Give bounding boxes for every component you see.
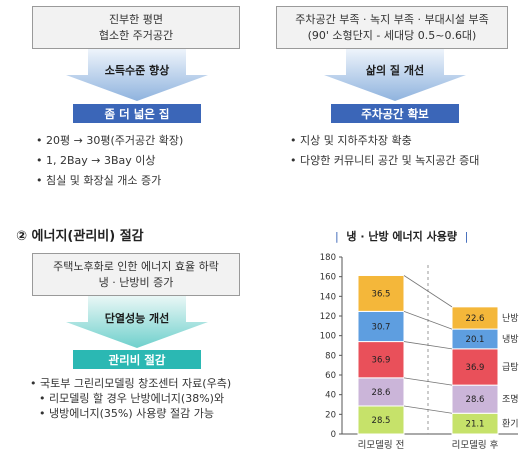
bar-segment: [451, 384, 499, 414]
energy-result-bar: 관리비 절감: [73, 350, 201, 369]
y-tick-label: 20: [325, 410, 336, 420]
category-label: 리모델링 전: [358, 439, 405, 451]
energy-note: 국토부 그린리모델링 창조센터 자료(우측) 리모델링 할 경우 난방에너지(3…: [30, 376, 231, 421]
legend-label: 환기: [502, 418, 519, 430]
energy-note-line-2: 리모델링 할 경우 난방에너지(38%)와: [30, 391, 231, 406]
category-label: 리모델링 후: [452, 439, 499, 451]
data-label: 36.5: [372, 289, 391, 299]
energy-section-title: ② 에너지(관리비) 절감: [16, 229, 144, 244]
housing-arrow: [66, 49, 208, 101]
connector-line: [403, 275, 453, 308]
y-tick-label: 60: [325, 371, 336, 381]
legend-label: 난방: [502, 313, 519, 324]
data-label: 36.9: [466, 363, 485, 373]
housing-problem-line-2: 협소한 주거공간: [98, 28, 174, 42]
list-item: 침실 및 화장실 개소 증가: [36, 171, 183, 191]
energy-problem-line-1: 주택노후화로 인한 에너지 효율 하락: [53, 259, 219, 273]
housing-problem-line-1: 진부한 평면: [108, 12, 164, 26]
legend-label: 조명: [502, 394, 519, 405]
bar-segment: [357, 274, 405, 312]
bar-segment: [451, 306, 499, 330]
parking-problem-line-1: 주차공간 부족 · 녹지 부족 · 부대시설 부족: [295, 12, 489, 26]
parking-arrow: [324, 49, 466, 101]
energy-problem-box: 주택노후화로 인한 에너지 효율 하락 냉 · 난방비 증가: [32, 253, 240, 296]
parking-arrow-label: 삶의 질 개선: [365, 64, 425, 77]
energy-arrow: [66, 296, 208, 348]
data-label: 21.1: [466, 420, 485, 430]
data-label: 30.7: [372, 322, 391, 332]
y-tick-label: 80: [325, 351, 336, 361]
y-tick-label: 120: [320, 312, 336, 322]
y-tick-label: 40: [325, 391, 336, 401]
connector-line: [403, 405, 453, 414]
legend-label: 급탕: [502, 362, 519, 373]
y-tick-label: 160: [320, 273, 336, 283]
list-item: 지상 및 지하주차장 확충: [290, 131, 479, 151]
energy-note-line-1: 국토부 그린리모델링 창조센터 자료(우측): [30, 376, 231, 391]
housing-arrow-label: 소득수준 향상: [104, 64, 170, 77]
list-item: 20평 → 30평(주거공간 확장): [36, 131, 183, 151]
list-item: 1, 2Bay → 3Bay 이상: [36, 151, 183, 171]
data-label: 28.6: [466, 395, 485, 405]
data-label: 28.5: [372, 416, 391, 426]
housing-problem-box: 진부한 평면 협소한 주거공간: [32, 6, 240, 49]
bar-segment: [357, 310, 405, 343]
list-item: 다양한 커뮤니티 공간 및 녹지공간 증대: [290, 151, 479, 171]
connector-line: [403, 377, 453, 386]
data-label: 20.1: [466, 335, 485, 345]
data-label: 22.6: [466, 314, 485, 324]
energy-note-line-3: 냉방에너지(35%) 사용량 절감 가능: [30, 406, 231, 421]
parking-problem-line-2: (90' 소형단지 - 세대당 0.5~0.6대): [307, 28, 477, 42]
energy-chart: 0 20 40 60 80 100 120 140 160 180 28.5 28.6 36.9 30.7…: [320, 253, 519, 451]
housing-bullet-list: 20평 → 30평(주거공간 확장) 1, 2Bay → 3Bay 이상 침실 …: [36, 131, 183, 191]
data-label: 36.9: [372, 356, 391, 366]
chart-title-text: 냉 · 난방 에너지 사용량: [346, 230, 457, 243]
parking-problem-box: 주차공간 부족 · 녹지 부족 · 부대시설 부족 (90' 소형단지 - 세대…: [276, 6, 508, 49]
y-tick-label: 0: [331, 430, 336, 440]
parking-bullet-list: 지상 및 지하주차장 확충 다양한 커뮤니티 공간 및 녹지공간 증대: [290, 131, 479, 171]
y-tick-label: 100: [320, 332, 336, 342]
legend-label: 냉방: [502, 334, 519, 345]
y-tick-label: 140: [320, 292, 336, 302]
bar-segment: [357, 377, 405, 407]
energy-problem-line-2: 냉 · 난방비 증가: [98, 275, 174, 289]
data-label: 28.6: [372, 388, 391, 398]
chart-title-bar-left: |: [335, 230, 339, 243]
parking-result-bar: 주차공간 확보: [331, 104, 459, 123]
y-tick-label: 180: [320, 253, 336, 263]
chart-title: | 냉 · 난방 에너지 사용량 |: [335, 228, 468, 244]
connector-line: [403, 311, 453, 330]
housing-result-bar: 좀 더 넓은 집: [73, 104, 201, 123]
chart-title-bar-right: |: [464, 230, 469, 243]
connector-line: [403, 341, 453, 350]
energy-arrow-label: 단열성능 개선: [104, 312, 170, 325]
